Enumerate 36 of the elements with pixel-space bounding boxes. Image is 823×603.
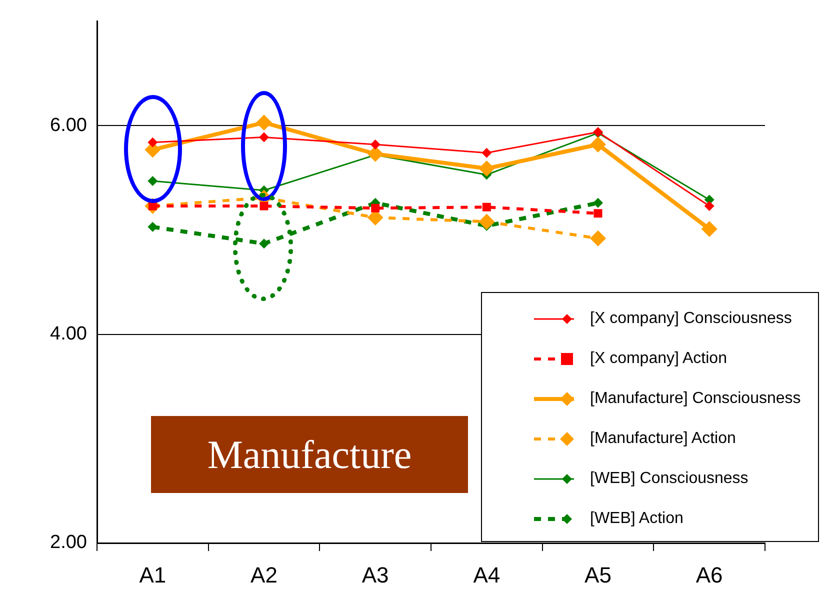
legend-label: [X company] Consciousness [590, 310, 792, 328]
point [370, 140, 380, 150]
point [593, 198, 603, 208]
y-tick-label: 6.00 [50, 114, 87, 136]
point [590, 230, 606, 246]
y-tick-label: 4.00 [50, 324, 87, 345]
point [594, 209, 602, 218]
point [259, 132, 269, 142]
legend-label: [WEB] Consciousness [590, 470, 748, 488]
point [148, 176, 158, 186]
y-tick-label: 2.00 [50, 532, 87, 554]
point [148, 222, 158, 232]
legend-label: [Manufacture] Consciousness [590, 390, 801, 408]
point [256, 114, 272, 131]
point [259, 238, 269, 249]
point [701, 220, 718, 237]
point [478, 160, 495, 176]
legend-label: [X company] Action [590, 350, 727, 368]
x-tick-label: A1 [139, 562, 166, 588]
point [367, 146, 384, 162]
legend-label: [Manufacture] Action [590, 430, 736, 448]
x-tick-label: A5 [584, 562, 612, 588]
legend-label: [WEB] Action [590, 510, 684, 528]
point [590, 136, 606, 152]
point [478, 214, 495, 230]
x-tick-label: A3 [362, 562, 389, 588]
x-tick-label: A2 [250, 562, 278, 588]
point [482, 148, 492, 158]
point [482, 202, 491, 212]
point [260, 202, 268, 210]
annotation: Manufacture [151, 416, 468, 493]
x-tick-label: A6 [696, 562, 723, 588]
x-tick-label: A4 [473, 562, 500, 588]
point [148, 137, 158, 148]
point [704, 201, 714, 212]
point [371, 204, 380, 212]
